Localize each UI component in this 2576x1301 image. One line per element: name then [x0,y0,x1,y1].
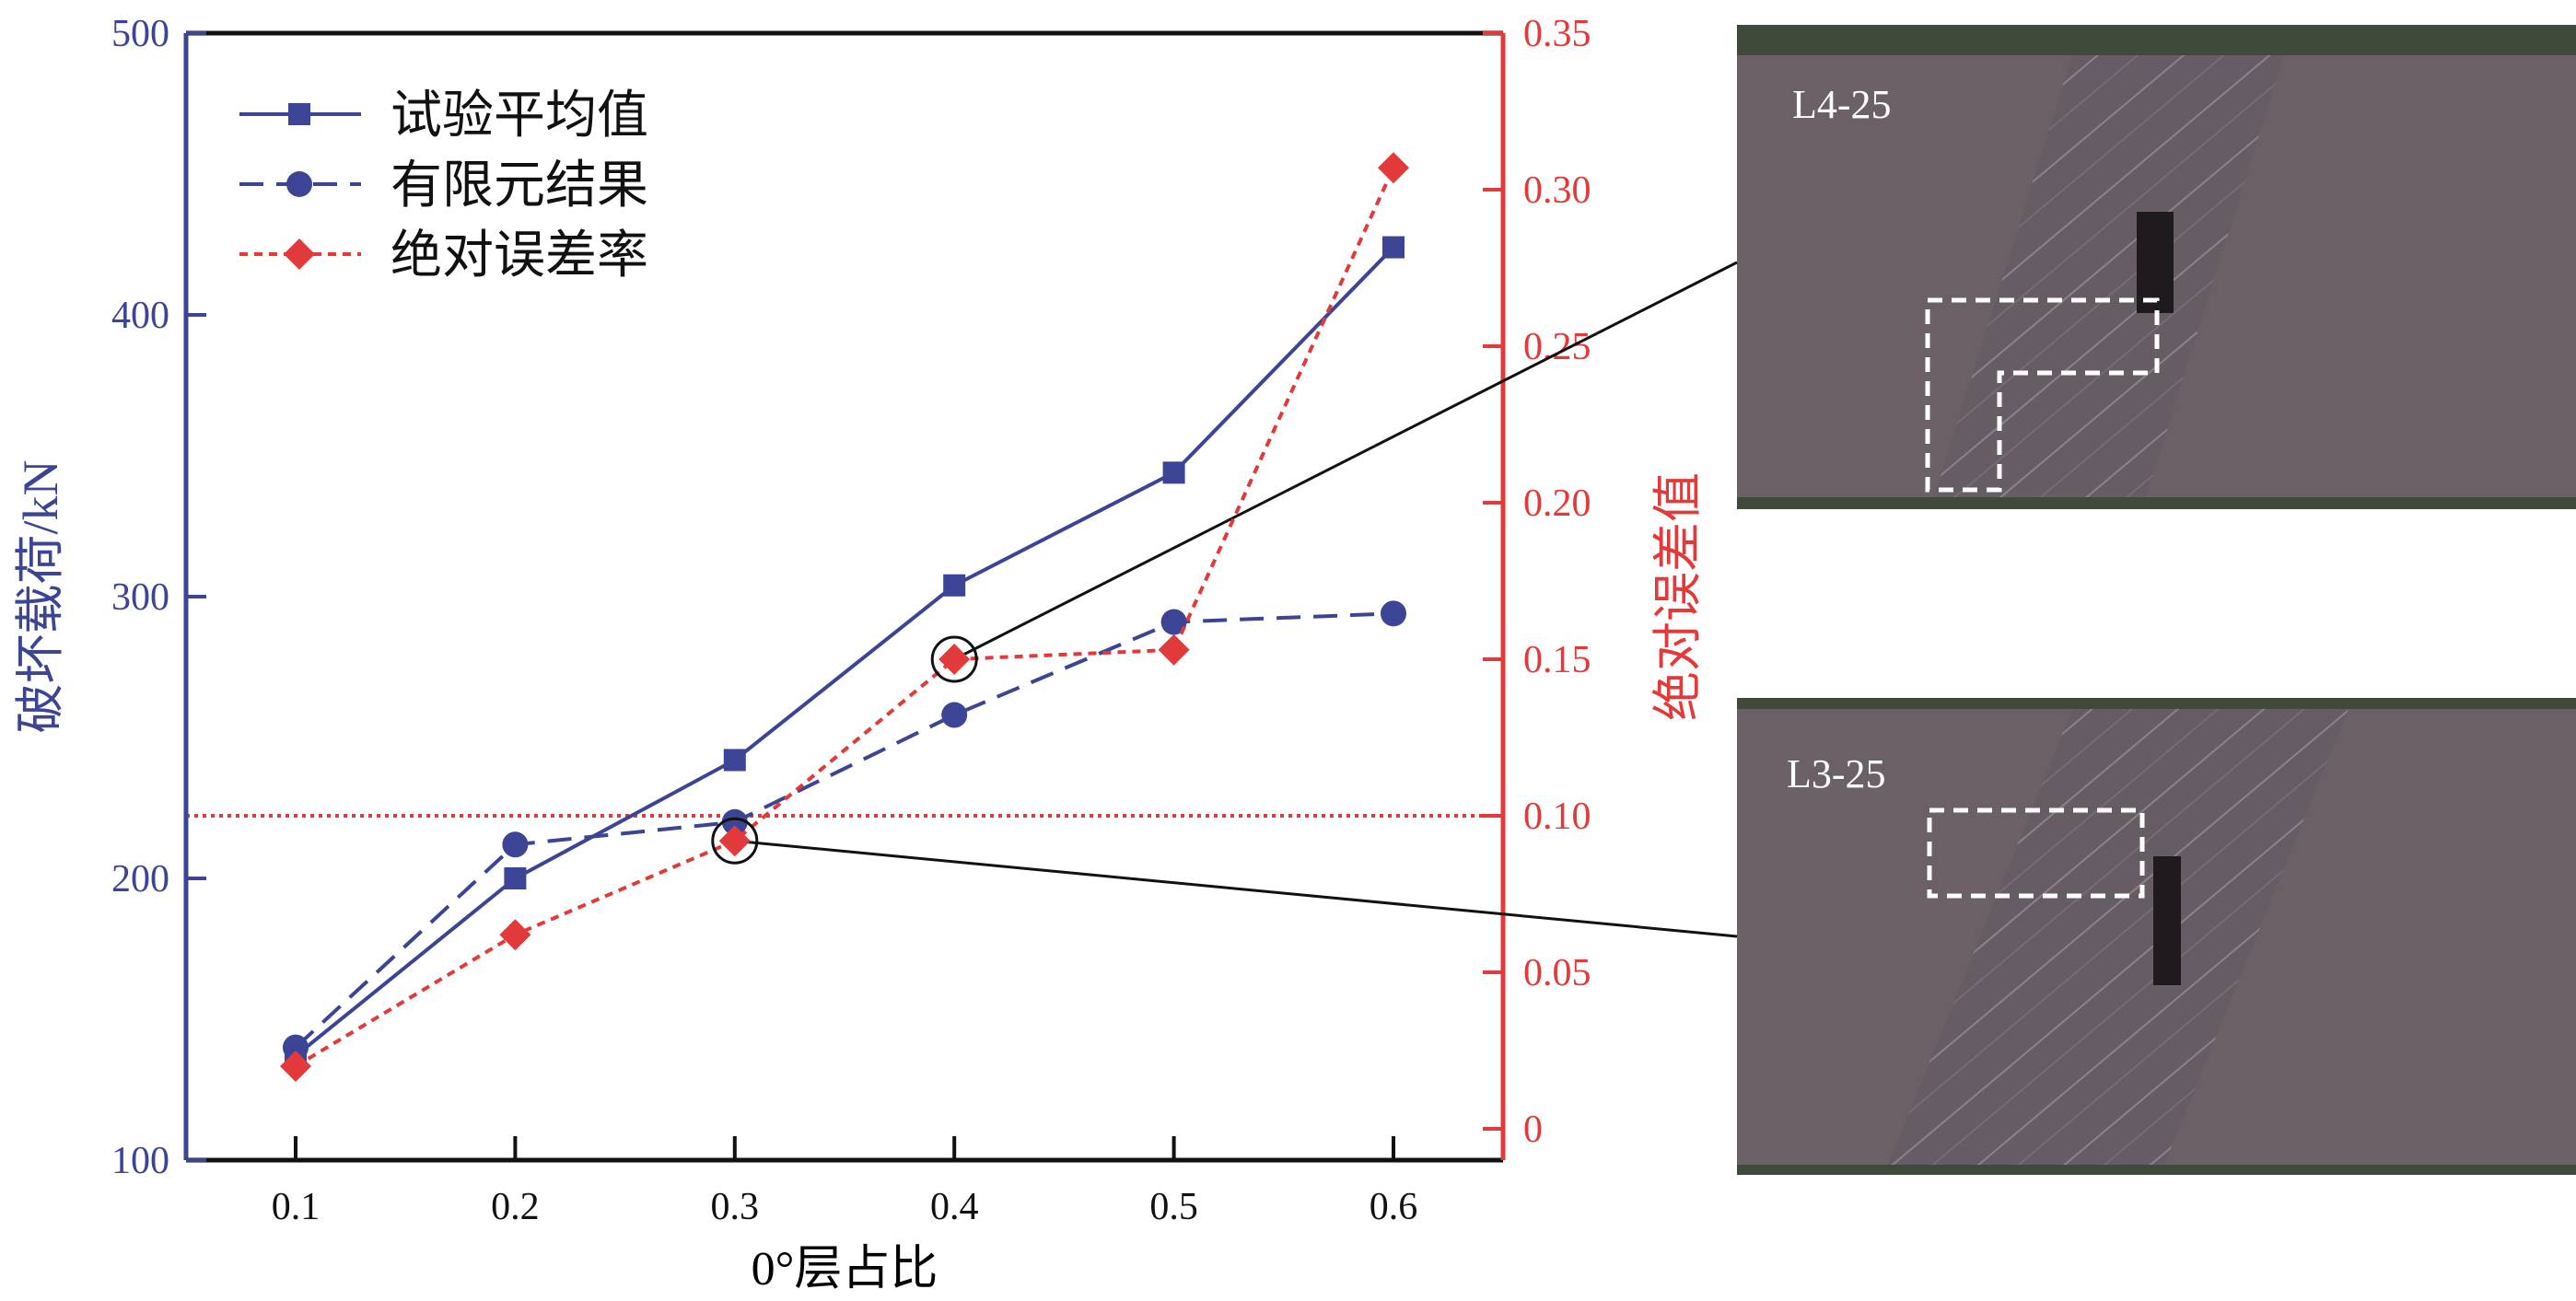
data-point-square [1162,461,1185,484]
y-axis-right-label: 绝对误差值 [1650,472,1706,721]
data-point-circle [941,702,968,728]
highlight-circle-0.4 [930,635,978,683]
connector-line-l4-25 [953,261,1738,661]
plot-area: 0.1 0.2 0.3 0.4 0.5 0.6 100 200 300 400 500 0 0.05 0.… [111,13,1738,1228]
y-left-tick-label: 400 [111,295,169,337]
photo-top: L4-25 [1737,25,2576,509]
data-point-square [943,574,966,597]
data-point-diamond [1378,152,1409,184]
series-line-diamond [294,167,1395,1068]
x-tick-label: 0.6 [1370,1186,1418,1228]
y-right-tick-label: 0.20 [1523,482,1591,525]
y-right-tick-label: 0.30 [1523,169,1591,212]
x-tick-label: 0.1 [272,1186,321,1228]
y-right-tick-label: 0.25 [1523,326,1591,368]
y-right-tick-label: 0 [1523,1109,1543,1151]
photo-top-slot [2137,212,2174,313]
data-point-diamond [499,919,531,951]
y-right-tick-label: 0.10 [1523,796,1591,838]
y-right-tick-label: 0.05 [1523,952,1591,994]
x-tick-label: 0.5 [1149,1186,1198,1228]
photo-bottom-slot [2153,856,2181,985]
y-left-tick-label: 300 [111,576,169,619]
x-axis-label: 0°层占比 [752,1243,938,1295]
data-point-diamond [718,825,751,857]
highlight-circle-0.3 [711,817,759,865]
y-right-tick-label: 0.15 [1523,639,1591,681]
data-point-circle [283,1034,309,1061]
data-point-diamond [280,1051,311,1082]
data-point-diamond [1158,633,1190,666]
photo-bottom-damage [1888,709,2349,1165]
data-point-circle [1160,609,1187,635]
photo-bottom-label: L3-25 [1787,751,1886,796]
series-line-circle [294,611,1394,1050]
photos: L4-25 L3-25 [1737,25,2576,1175]
data-point-circle [1381,600,1406,627]
photo-bottom-highlight-box [1927,807,2145,899]
photo-top-label: L4-25 [1792,82,1892,127]
x-tick-label: 0.2 [491,1186,540,1228]
data-point-circle [721,808,748,835]
legend-marker-circle [286,171,312,197]
legend-label: 有限元结果 [390,157,648,215]
legend-marker-square [288,103,310,125]
photo-top-damage [1934,55,2284,497]
series-line-square [294,246,1395,1058]
legend-label: 试验平均值 [390,87,648,145]
y-left-tick-label: 100 [111,1140,169,1182]
y-left-tick-label: 500 [111,13,169,55]
data-point-square [723,749,746,772]
x-tick-label: 0.3 [711,1186,760,1228]
data-point-square [504,867,527,889]
legend-label: 绝对误差率 [390,227,648,285]
data-point-square [1382,236,1405,259]
photo-bottom: L3-25 [1737,698,2576,1175]
y-right-tick-label: 0.35 [1523,13,1591,55]
y-axis-left-label: 破坏载荷/kN [13,460,68,734]
y-left-tick-label: 200 [111,858,169,900]
connector-line-l3-25 [734,839,1738,938]
legend-marker-diamond [284,238,315,270]
data-point-circle [502,831,529,858]
data-point-diamond [938,644,971,675]
x-tick-label: 0.4 [930,1186,979,1228]
photo-top-highlight-box [1925,297,2160,493]
